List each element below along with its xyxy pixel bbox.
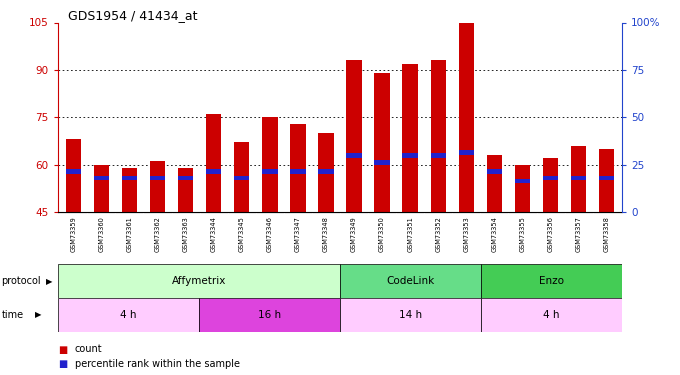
Text: time: time xyxy=(1,310,24,320)
Text: GDS1954 / 41434_at: GDS1954 / 41434_at xyxy=(68,9,197,22)
Text: GSM73355: GSM73355 xyxy=(520,216,526,252)
Text: 14 h: 14 h xyxy=(399,310,422,320)
Bar xyxy=(150,176,165,180)
Bar xyxy=(346,153,362,158)
Bar xyxy=(481,298,622,332)
Bar xyxy=(65,169,81,174)
Text: GSM73357: GSM73357 xyxy=(576,216,581,252)
Bar xyxy=(571,176,586,180)
Bar xyxy=(375,160,390,165)
Bar xyxy=(430,60,446,212)
Bar xyxy=(150,161,165,212)
Bar xyxy=(199,298,340,332)
Bar xyxy=(178,176,193,180)
Bar xyxy=(262,169,277,174)
Text: GSM73359: GSM73359 xyxy=(70,216,76,252)
Text: GSM73360: GSM73360 xyxy=(99,216,104,252)
Bar xyxy=(515,179,530,183)
Text: CodeLink: CodeLink xyxy=(386,276,435,286)
Bar xyxy=(458,150,474,155)
Bar xyxy=(122,176,137,180)
Bar xyxy=(206,169,222,174)
Text: GSM73354: GSM73354 xyxy=(492,216,498,252)
Text: Enzo: Enzo xyxy=(539,276,564,286)
Bar xyxy=(340,264,481,298)
Text: ▶: ▶ xyxy=(46,277,53,286)
Bar xyxy=(346,60,362,212)
Text: 4 h: 4 h xyxy=(120,310,137,320)
Bar xyxy=(290,123,305,212)
Text: GSM73345: GSM73345 xyxy=(239,216,245,252)
Bar xyxy=(94,176,109,180)
Text: ■: ■ xyxy=(58,345,67,354)
Bar xyxy=(599,149,615,212)
Text: GSM73356: GSM73356 xyxy=(547,216,554,252)
Bar xyxy=(206,114,222,212)
Text: percentile rank within the sample: percentile rank within the sample xyxy=(75,359,240,369)
Bar xyxy=(234,176,250,180)
Bar xyxy=(487,155,502,212)
Bar xyxy=(94,165,109,212)
Bar xyxy=(340,298,481,332)
Bar xyxy=(65,139,81,212)
Bar xyxy=(58,298,199,332)
Text: GSM73358: GSM73358 xyxy=(604,216,610,252)
Text: GSM73363: GSM73363 xyxy=(182,216,188,252)
Bar xyxy=(515,165,530,212)
Bar xyxy=(318,133,334,212)
Text: GSM73344: GSM73344 xyxy=(211,216,217,252)
Bar xyxy=(122,168,137,212)
Bar xyxy=(571,146,586,212)
Bar xyxy=(430,153,446,158)
Bar xyxy=(458,22,474,212)
Bar xyxy=(318,169,334,174)
Bar xyxy=(481,264,622,298)
Text: GSM73361: GSM73361 xyxy=(126,216,133,252)
Text: 4 h: 4 h xyxy=(543,310,560,320)
Text: GSM73362: GSM73362 xyxy=(154,216,160,252)
Text: GSM73351: GSM73351 xyxy=(407,216,413,252)
Bar xyxy=(487,169,502,174)
Text: GSM73346: GSM73346 xyxy=(267,216,273,252)
Bar xyxy=(543,158,558,212)
Text: GSM73349: GSM73349 xyxy=(351,216,357,252)
Bar xyxy=(403,153,418,158)
Text: protocol: protocol xyxy=(1,276,41,286)
Text: GSM73348: GSM73348 xyxy=(323,216,329,252)
Bar xyxy=(262,117,277,212)
Text: count: count xyxy=(75,345,103,354)
Bar xyxy=(290,169,305,174)
Text: GSM73350: GSM73350 xyxy=(379,216,385,252)
Bar xyxy=(58,264,340,298)
Bar xyxy=(599,176,615,180)
Bar xyxy=(403,63,418,212)
Bar xyxy=(375,73,390,212)
Text: ■: ■ xyxy=(58,359,67,369)
Bar xyxy=(178,168,193,212)
Text: GSM73352: GSM73352 xyxy=(435,216,441,252)
Text: GSM73353: GSM73353 xyxy=(463,216,469,252)
Text: GSM73347: GSM73347 xyxy=(295,216,301,252)
Text: ▶: ▶ xyxy=(35,310,42,320)
Text: 16 h: 16 h xyxy=(258,310,281,320)
Bar xyxy=(234,142,250,212)
Bar xyxy=(543,176,558,180)
Text: Affymetrix: Affymetrix xyxy=(172,276,226,286)
